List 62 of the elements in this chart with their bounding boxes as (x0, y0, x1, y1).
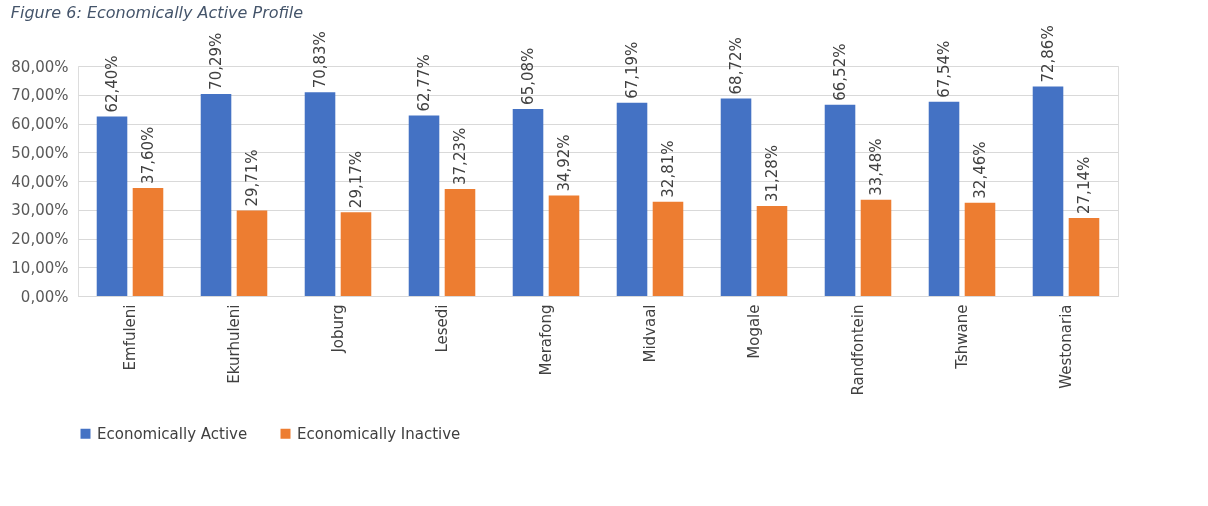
data-label: 34,92% (554, 134, 573, 192)
x-tick-label: Mogale (745, 304, 763, 359)
data-label: 62,77% (415, 54, 434, 112)
y-tick-label: 40,00% (11, 172, 69, 191)
bar (340, 212, 372, 296)
bar (1068, 217, 1100, 296)
y-tick-label: 20,00% (11, 230, 69, 248)
bar (236, 210, 268, 296)
y-tick-label: 10,00% (11, 258, 69, 277)
data-label: 68,72% (727, 37, 746, 95)
bar (444, 188, 476, 296)
data-label: 70,83% (311, 31, 330, 89)
bar (652, 201, 684, 296)
data-label: 29,17% (346, 150, 365, 209)
bar (1032, 86, 1064, 296)
x-tick-label: Joburg (329, 304, 347, 354)
bar (720, 98, 752, 296)
data-label: 66,52% (831, 43, 850, 101)
legend-label: Economically Active (97, 424, 248, 443)
y-tick-label: 80,00% (11, 57, 69, 76)
data-label: 65,08% (519, 47, 538, 105)
data-label: 62,40% (103, 55, 122, 113)
data-label: 67,19% (623, 41, 642, 99)
bar (512, 108, 544, 296)
y-tick-label: 70,00% (11, 86, 69, 105)
x-tick-label: Merafong (537, 304, 555, 376)
bar (756, 206, 788, 296)
x-tick-label: Midvaal (641, 304, 659, 363)
data-label: 70,29% (207, 32, 226, 90)
data-label: 33,48% (866, 138, 885, 196)
data-label: 67,54% (935, 40, 954, 98)
bar (860, 199, 892, 296)
x-tick-label: Randfontein (849, 304, 867, 396)
y-tick-label: 60,00% (11, 115, 69, 133)
bar (96, 116, 128, 296)
bar (132, 187, 164, 296)
data-label: 31,28% (762, 144, 781, 203)
x-tick-label: Ekurhuleni (225, 304, 243, 384)
x-tick-label: Lesedi (433, 304, 451, 353)
legend-label: Economically Inactive (297, 424, 461, 443)
bar (928, 101, 960, 296)
chart-title: Figure 6: Economically Active Profile (10, 3, 304, 23)
bar (964, 202, 996, 296)
bar (616, 102, 648, 296)
data-label: 32,81% (658, 140, 677, 198)
data-label: 29,71% (242, 149, 261, 207)
bar (548, 195, 580, 296)
x-tick-label: Emfuleni (121, 304, 139, 371)
data-label: 72,86% (1039, 25, 1058, 83)
x-tick-label: Tshwane (953, 304, 971, 370)
x-tick-label: Westonaria (1057, 304, 1075, 389)
y-tick-label: 30,00% (11, 201, 69, 220)
bar (304, 92, 336, 296)
bar (200, 93, 232, 296)
bar (824, 104, 856, 296)
y-tick-label: 0,00% (20, 287, 69, 306)
data-label: 37,60% (138, 126, 157, 184)
y-tick-label: 50,00% (11, 143, 69, 162)
data-label: 32,46% (970, 141, 989, 199)
data-label: 27,14% (1074, 156, 1093, 214)
bar (408, 115, 440, 296)
data-label: 37,23% (450, 127, 469, 185)
